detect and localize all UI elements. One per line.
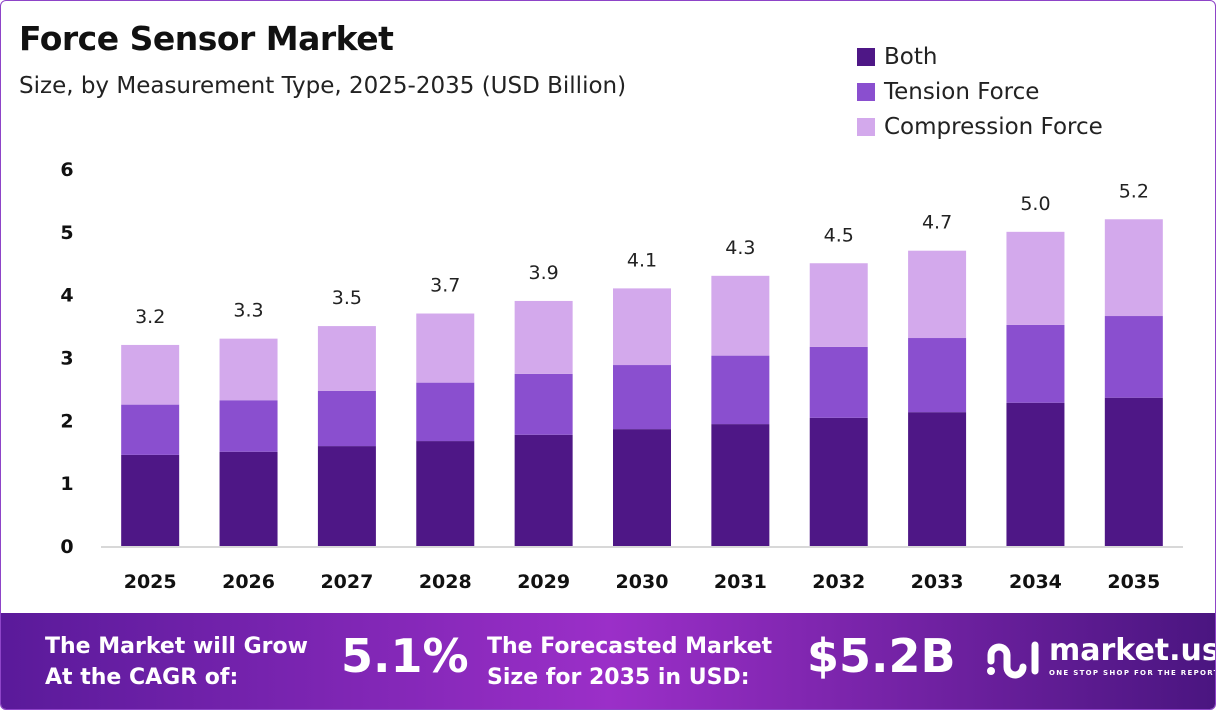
- bar-segment-both: [219, 451, 278, 546]
- bar-segment-both: [416, 441, 475, 546]
- x-tick-label: 2029: [517, 571, 570, 593]
- market-us-logo: market.us ONE STOP SHOP FOR THE REPORTS: [985, 633, 1215, 685]
- logo-icon: [987, 641, 1039, 679]
- forecast-label: The Forecasted Market Size for 2035 in US…: [487, 634, 773, 690]
- bar-segment-both: [809, 417, 868, 546]
- total-label: 4.1: [627, 249, 657, 271]
- total-label: 3.5: [332, 287, 362, 309]
- total-label: 4.3: [725, 237, 755, 259]
- bar-segment-tension-force: [317, 390, 376, 447]
- bar-segment-both: [317, 446, 376, 546]
- bar-segment-tension-force: [1006, 324, 1065, 403]
- legend-swatch: [857, 82, 875, 101]
- bar-segment-compression-force: [809, 263, 868, 347]
- total-label: 4.5: [824, 224, 854, 246]
- total-label: 3.3: [233, 300, 263, 322]
- x-tick-label: 2028: [419, 571, 472, 593]
- cagr-value: 5.1%: [341, 629, 469, 683]
- x-tick-label: 2031: [714, 571, 767, 593]
- total-label: 3.2: [135, 306, 165, 328]
- bar-segment-both: [1104, 397, 1163, 546]
- x-tick-label: 2030: [616, 571, 669, 593]
- bar-segment-both: [908, 412, 967, 546]
- y-tick-label: 2: [60, 410, 73, 432]
- x-tick-label: 2025: [124, 571, 177, 593]
- legend-swatch: [857, 117, 875, 136]
- bar-segment-tension-force: [908, 338, 967, 413]
- bar-segment-tension-force: [1104, 316, 1163, 398]
- bar-segment-tension-force: [809, 346, 868, 418]
- legend: Both Tension Force Compression Force: [857, 39, 1103, 144]
- bar-segment-compression-force: [908, 250, 967, 339]
- bar-segment-compression-force: [317, 326, 376, 391]
- x-tick-label: 2026: [222, 571, 275, 593]
- total-label: 4.7: [922, 212, 952, 234]
- total-label: 5.2: [1119, 180, 1149, 202]
- total-label: 3.7: [430, 275, 460, 297]
- y-tick-label: 6: [60, 159, 73, 181]
- x-tick-label: 2027: [320, 571, 373, 593]
- bar-segment-tension-force: [121, 404, 180, 455]
- bar-chart: 0 1 2 3 4 5 6 3.2 2025 3.3 2026 3.5 2027 3.7 2028 3.9 20…: [60, 159, 1183, 593]
- bar-segment-tension-force: [219, 400, 278, 452]
- x-tick-label: 2032: [812, 571, 865, 593]
- bar-segment-compression-force: [219, 338, 278, 401]
- total-label: 3.9: [529, 262, 559, 284]
- legend-item-both: Both: [857, 39, 1103, 74]
- chart-subtitle: Size, by Measurement Type, 2025-2035 (US…: [19, 73, 627, 99]
- y-tick-label: 1: [60, 473, 73, 495]
- bar-segment-compression-force: [1006, 231, 1065, 325]
- bar-segment-compression-force: [711, 275, 770, 356]
- bar-segment-compression-force: [514, 300, 573, 374]
- chart-title: Force Sensor Market: [19, 19, 394, 58]
- y-tick-label: 0: [60, 536, 73, 558]
- legend-item-compression: Compression Force: [857, 109, 1103, 144]
- x-tick-label: 2033: [911, 571, 964, 593]
- bar-segment-compression-force: [613, 288, 671, 366]
- bar-segment-tension-force: [711, 355, 770, 425]
- x-tick-label: 2034: [1009, 571, 1062, 593]
- bar-segment-both: [613, 429, 671, 546]
- y-tick-label: 4: [60, 285, 73, 307]
- bar-segment-compression-force: [1104, 219, 1163, 317]
- bar-segment-both: [711, 424, 770, 546]
- y-tick-label: 3: [60, 348, 73, 370]
- bar-segment-tension-force: [514, 373, 573, 435]
- bar-segment-compression-force: [416, 313, 475, 383]
- bar-segment-both: [514, 434, 573, 546]
- cagr-label: The Market will Grow At the CAGR of:: [45, 634, 308, 690]
- bar-segment-tension-force: [613, 365, 671, 430]
- bar-segment-both: [121, 454, 180, 546]
- legend-item-tension: Tension Force: [857, 74, 1103, 109]
- y-tick-label: 5: [60, 222, 73, 244]
- bar-segment-compression-force: [121, 344, 180, 405]
- bar-segment-tension-force: [416, 382, 475, 442]
- x-tick-label: 2035: [1107, 571, 1160, 593]
- footer-banner: The Market will Grow At the CAGR of: 5.1%…: [1, 613, 1215, 709]
- total-label: 5.0: [1020, 193, 1050, 215]
- bar-segment-both: [1006, 402, 1065, 546]
- forecast-value: $5.2B: [807, 629, 956, 683]
- legend-swatch: [857, 47, 875, 66]
